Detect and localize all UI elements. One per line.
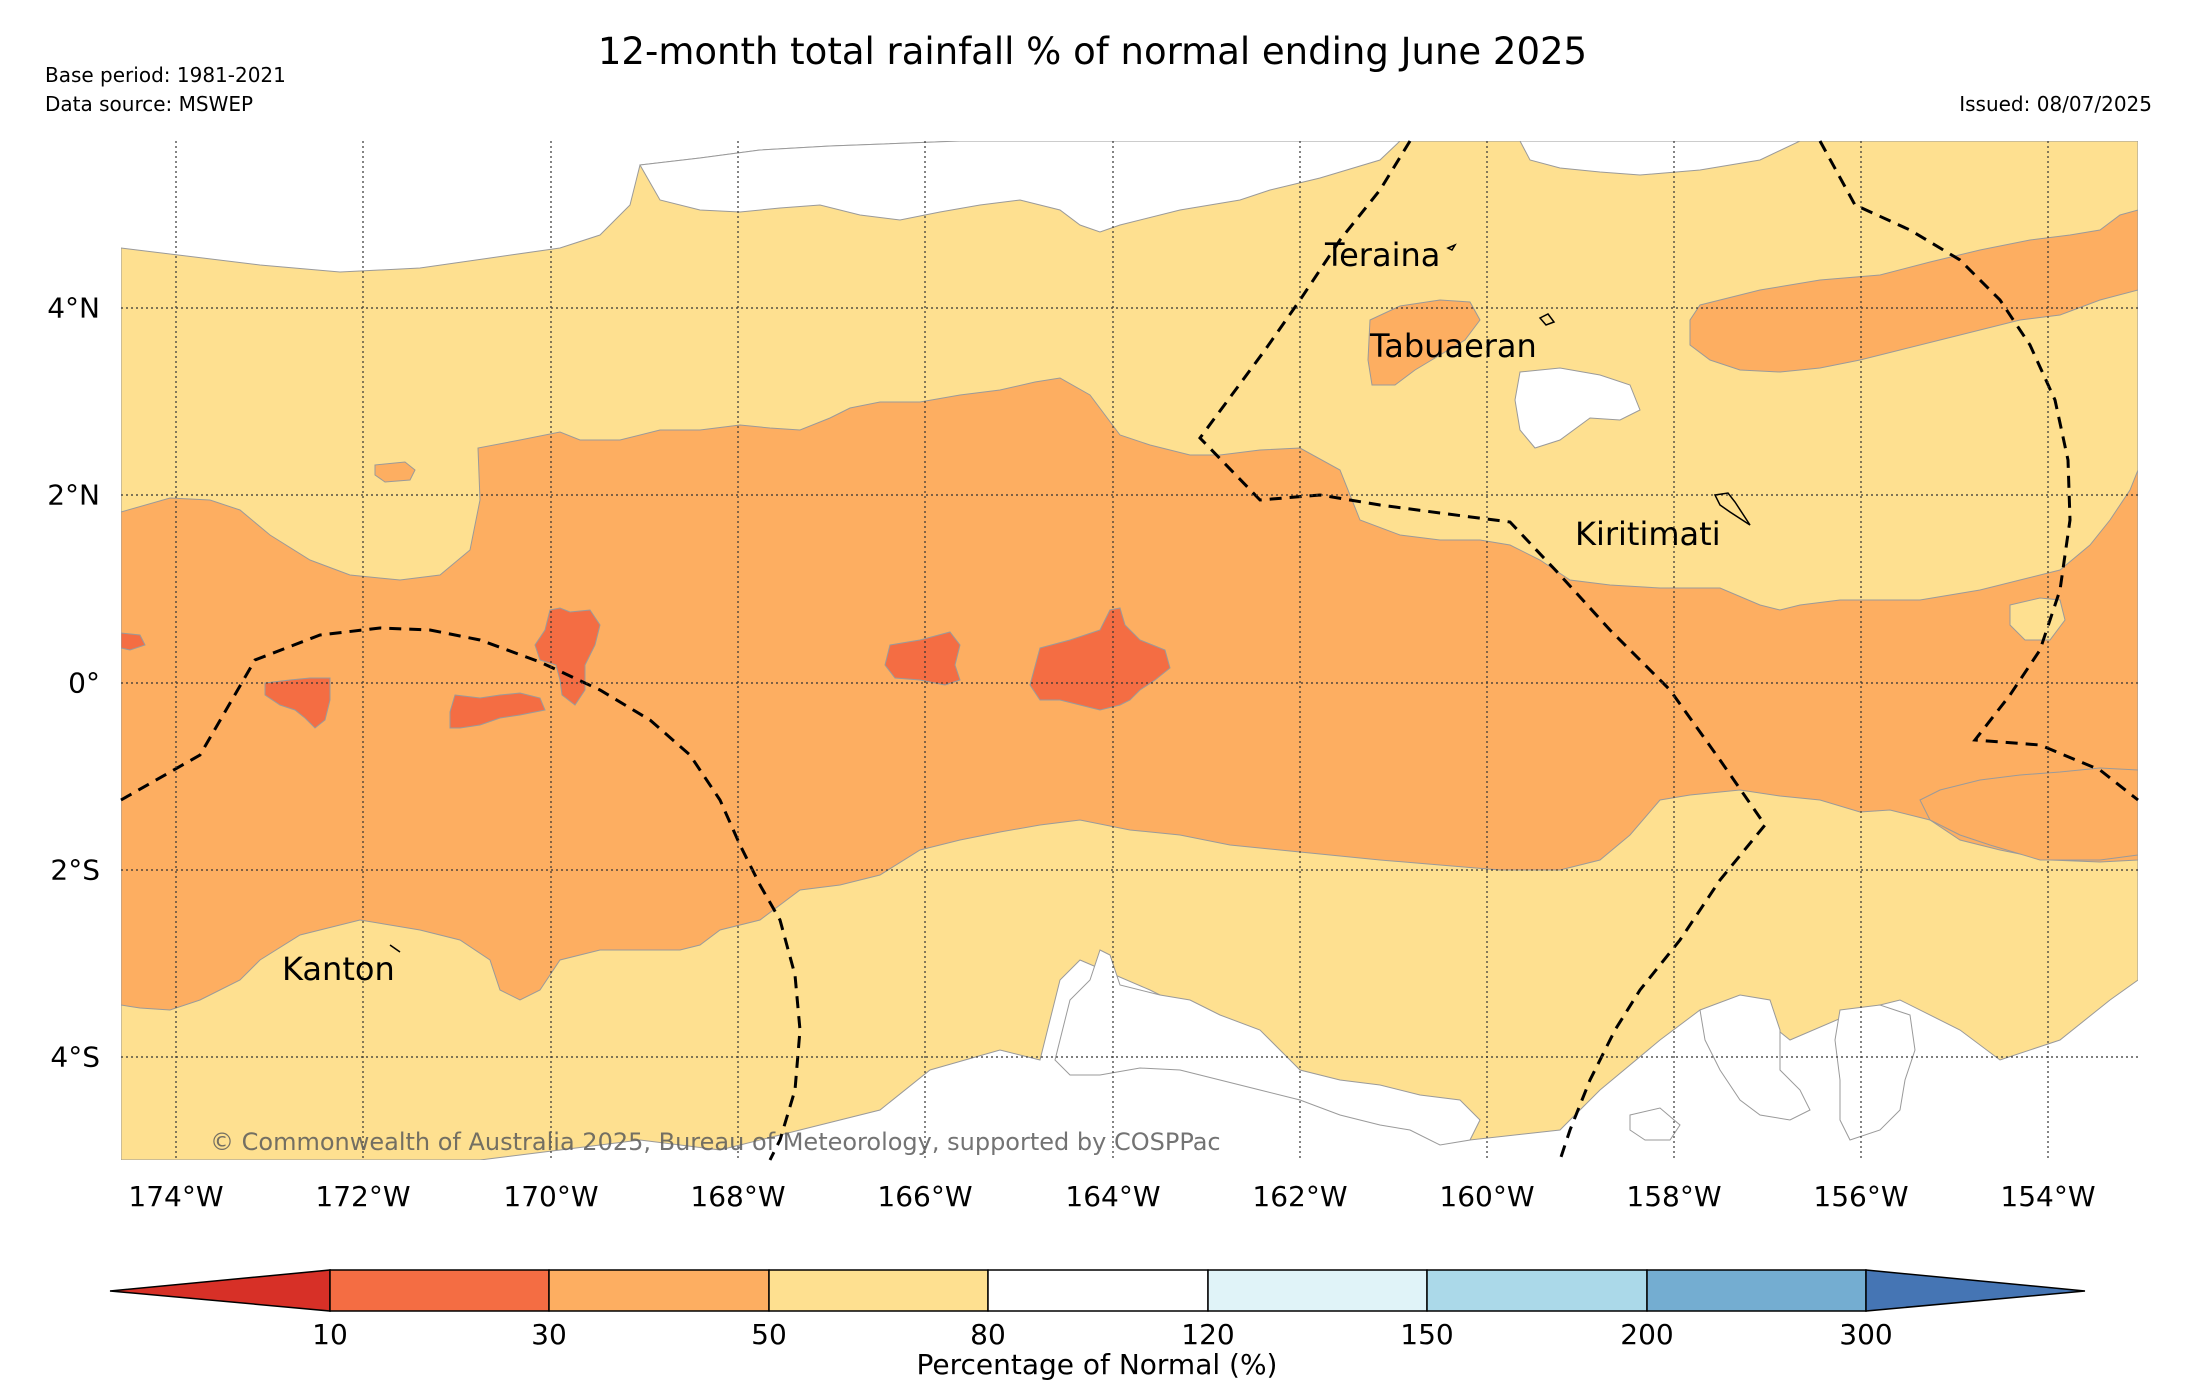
- copyright-notice: © Commonwealth of Australia 2025, Bureau…: [210, 1128, 1221, 1156]
- colorbar-150-200: [1426, 1269, 1648, 1312]
- issued-date: Issued: 08/07/2025: [1959, 92, 2152, 116]
- lon-tick: 162°W: [1252, 1180, 1348, 1213]
- colorbar-120-150: [1207, 1269, 1428, 1312]
- colorbar-200-300: [1646, 1269, 1867, 1312]
- lat-tick: 0°: [68, 666, 100, 700]
- base-period: Base period: 1981-2021: [45, 63, 286, 87]
- lat-tick: 4°N: [47, 291, 100, 325]
- lon-tick: 154°W: [2000, 1180, 2096, 1213]
- colorbar-10-30: [329, 1269, 550, 1312]
- lon-tick: 168°W: [690, 1180, 786, 1213]
- lon-tick: 166°W: [877, 1180, 973, 1213]
- map-title: 12-month total rainfall % of normal endi…: [597, 30, 1588, 73]
- lat-tick: 2°N: [47, 478, 100, 512]
- island-outlines: [389, 243, 1751, 953]
- colorbar-over: [1865, 1269, 2086, 1312]
- colorbar-under: [109, 1269, 331, 1312]
- colorbar-50-80: [768, 1269, 989, 1312]
- colorbar-tick: 50: [751, 1318, 787, 1351]
- colorbar: [109, 1269, 2086, 1312]
- lon-tick: 156°W: [1813, 1180, 1909, 1213]
- lat-tick: 4°S: [50, 1040, 100, 1074]
- place-label-kanton: Kanton: [282, 950, 395, 988]
- colorbar-tick: 10: [312, 1318, 348, 1351]
- colorbar-tick: 30: [531, 1318, 567, 1351]
- lon-tick: 160°W: [1439, 1180, 1535, 1213]
- lon-tick: 172°W: [315, 1180, 411, 1213]
- colorbar-label: Percentage of Normal (%): [916, 1348, 1278, 1381]
- lon-tick: 164°W: [1065, 1180, 1161, 1213]
- colorbar-tick: 300: [1839, 1318, 1893, 1351]
- map-area: [121, 141, 2138, 1160]
- colorbar-tick: 80: [970, 1318, 1006, 1351]
- colorbar-80-120: [987, 1269, 1209, 1312]
- colorbar-tick: 120: [1181, 1318, 1235, 1351]
- colorbar-tick: 200: [1620, 1318, 1674, 1351]
- colorbar-30-50: [548, 1269, 770, 1312]
- graticule: [121, 141, 2138, 1160]
- lon-tick: 174°W: [128, 1180, 224, 1213]
- eez-boundaries: [120, 140, 2139, 1161]
- lat-tick: 2°S: [50, 853, 100, 887]
- region-10-30: [1029, 607, 1171, 711]
- place-label-kiritimati: Kiritimati: [1575, 515, 1721, 553]
- place-label-teraina: Teraina: [1325, 236, 1441, 274]
- lon-tick: 158°W: [1626, 1180, 1722, 1213]
- data-source: Data source: MSWEP: [45, 92, 254, 116]
- colorbar-tick: 150: [1400, 1318, 1454, 1351]
- lon-tick: 170°W: [503, 1180, 599, 1213]
- place-label-tabuaeran: Tabuaeran: [1370, 327, 1537, 365]
